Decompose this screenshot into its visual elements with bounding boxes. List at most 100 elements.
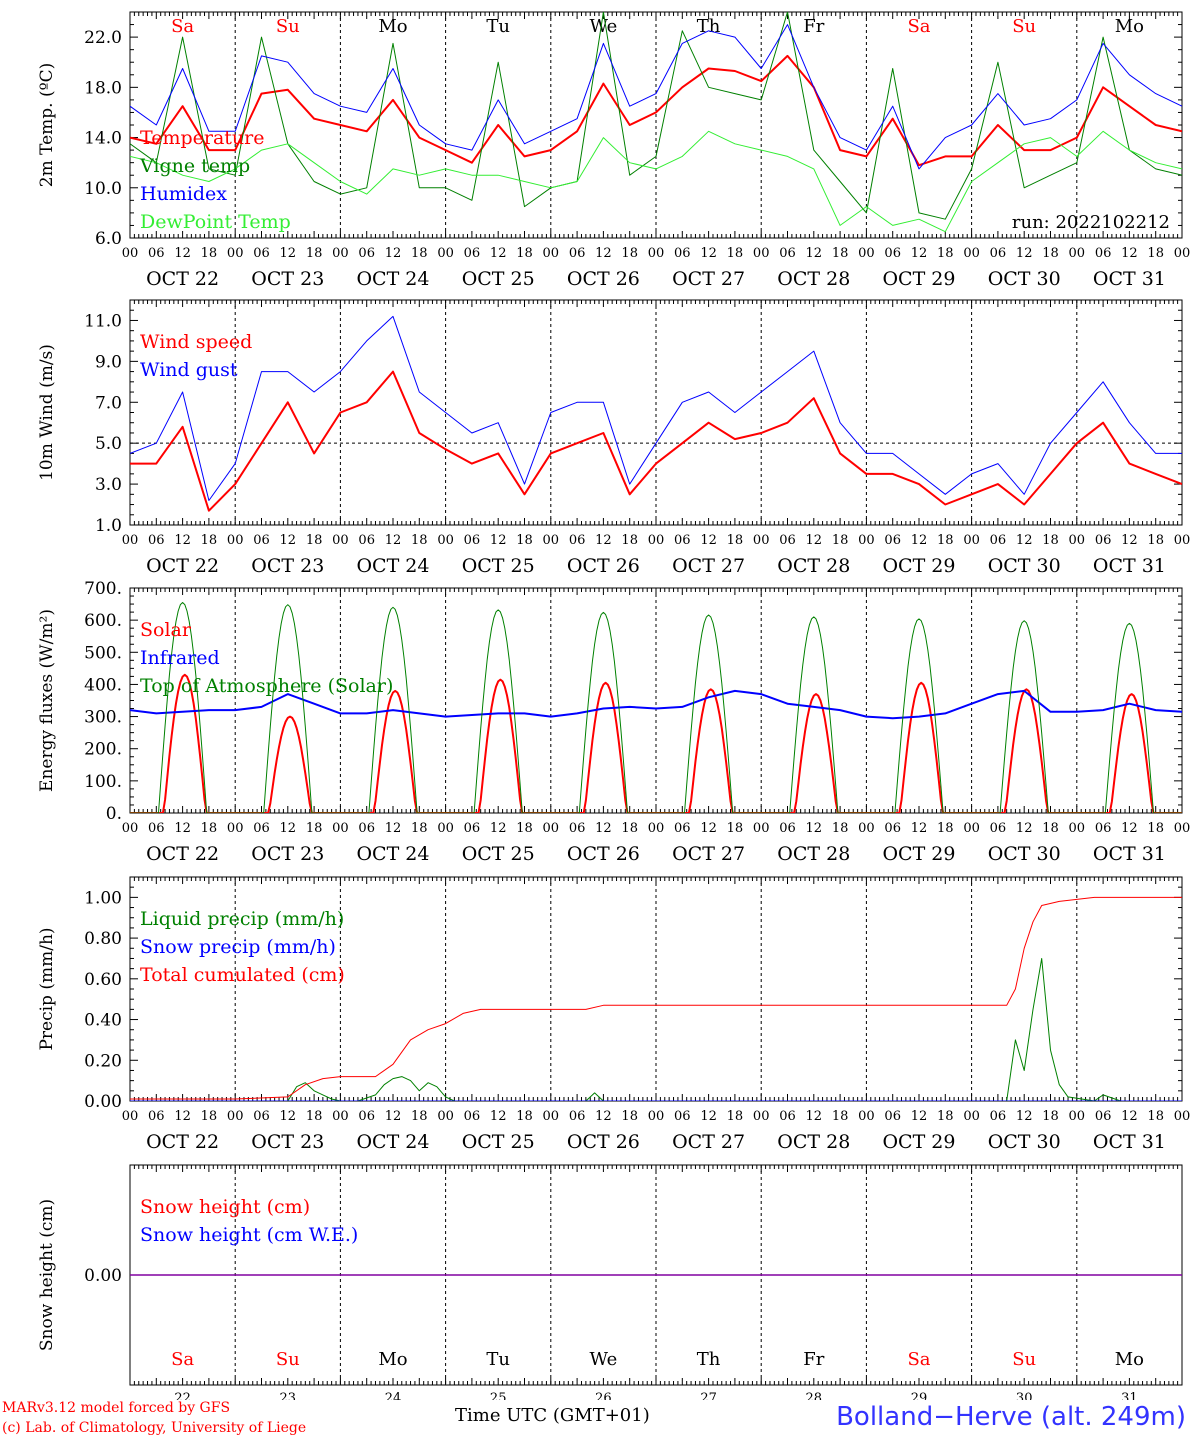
hour-label: 12 bbox=[174, 533, 191, 548]
hour-label: 06 bbox=[148, 533, 165, 548]
hour-label: 18 bbox=[306, 1109, 323, 1124]
legend-entry: Top of Atmosphere (Solar) bbox=[140, 675, 393, 697]
day-name: Mo bbox=[378, 16, 407, 37]
hour-label: 12 bbox=[806, 533, 823, 548]
date-label: OCT 27 bbox=[672, 843, 745, 865]
hour-label: 06 bbox=[674, 246, 691, 261]
day-number: 25 bbox=[490, 1391, 507, 1400]
hour-label: 18 bbox=[727, 246, 744, 261]
date-label: OCT 23 bbox=[251, 555, 324, 577]
day-name: Sa bbox=[171, 16, 194, 37]
hour-label: 12 bbox=[280, 533, 297, 548]
hour-label: 18 bbox=[832, 1109, 849, 1124]
date-label: OCT 27 bbox=[672, 555, 745, 577]
model-credit: MARv3.12 model forced by GFS bbox=[2, 1400, 231, 1416]
meteogram-svg: 6.0 10.0 14.0 18.0 22.0 2m Temp. (ºC) 00 06 12 18… bbox=[37, 11, 1191, 1406]
date-label: OCT 29 bbox=[882, 268, 955, 290]
date-label: OCT 25 bbox=[462, 555, 535, 577]
hour-label: 18 bbox=[516, 246, 533, 261]
hour-label: 00 bbox=[543, 1109, 560, 1124]
hour-label: 00 bbox=[1174, 821, 1191, 836]
hour-label: 06 bbox=[674, 533, 691, 548]
hour-label: 12 bbox=[1121, 1109, 1138, 1124]
day-name: Mo bbox=[378, 1349, 407, 1370]
legend-entry: Snow height (cm W.E.) bbox=[140, 1224, 358, 1246]
y-tick-label: 10.0 bbox=[84, 179, 122, 199]
hour-label: 18 bbox=[1042, 533, 1059, 548]
hour-label: 12 bbox=[595, 246, 612, 261]
hour-label: 12 bbox=[385, 1109, 402, 1124]
date-label: OCT 27 bbox=[672, 268, 745, 290]
hour-label: 18 bbox=[516, 533, 533, 548]
hour-label: 06 bbox=[674, 1109, 691, 1124]
day-name: Tu bbox=[486, 1349, 510, 1370]
date-label: OCT 26 bbox=[567, 268, 640, 290]
hour-label: 00 bbox=[963, 246, 980, 261]
day-name: We bbox=[590, 1349, 618, 1370]
hour-label: 06 bbox=[990, 1109, 1007, 1124]
station-name: Bolland−Herve (alt. 249m) bbox=[836, 1402, 1186, 1432]
hour-label: 12 bbox=[1121, 821, 1138, 836]
y-tick-label: 0.00 bbox=[84, 1266, 122, 1286]
hour-label: 18 bbox=[937, 533, 954, 548]
date-label: OCT 22 bbox=[146, 268, 219, 290]
hour-label: 06 bbox=[884, 246, 901, 261]
hour-label: 18 bbox=[621, 533, 638, 548]
day-number: 26 bbox=[595, 1391, 612, 1400]
hour-label: 12 bbox=[385, 821, 402, 836]
hour-label: 00 bbox=[332, 533, 349, 548]
y-tick-label: 0.80 bbox=[84, 929, 122, 949]
day-name: Fr bbox=[803, 16, 824, 37]
y-tick-label: 700. bbox=[84, 579, 122, 599]
hour-label: 12 bbox=[700, 821, 717, 836]
y-tick-label: 600. bbox=[84, 611, 122, 631]
hour-label: 18 bbox=[201, 533, 218, 548]
day-number: 29 bbox=[911, 1391, 928, 1400]
date-label: OCT 24 bbox=[356, 1131, 429, 1153]
date-label: OCT 29 bbox=[882, 843, 955, 865]
hour-label: 12 bbox=[1121, 246, 1138, 261]
hour-label: 06 bbox=[1095, 821, 1112, 836]
hour-label: 00 bbox=[1069, 533, 1086, 548]
hour-label: 12 bbox=[700, 246, 717, 261]
hour-label: 12 bbox=[490, 1109, 507, 1124]
hour-label: 06 bbox=[1095, 246, 1112, 261]
hour-label: 18 bbox=[1042, 821, 1059, 836]
hour-label: 18 bbox=[516, 1109, 533, 1124]
hour-label: 12 bbox=[806, 821, 823, 836]
date-label: OCT 22 bbox=[146, 843, 219, 865]
hour-label: 06 bbox=[990, 246, 1007, 261]
date-label: OCT 31 bbox=[1093, 555, 1166, 577]
date-label: OCT 30 bbox=[988, 843, 1061, 865]
y-tick-label: 100. bbox=[84, 772, 122, 792]
hour-label: 06 bbox=[253, 246, 270, 261]
day-name: Su bbox=[1012, 1349, 1036, 1370]
hour-label: 00 bbox=[1174, 246, 1191, 261]
hour-label: 06 bbox=[779, 246, 796, 261]
hour-label: 12 bbox=[174, 246, 191, 261]
hour-label: 06 bbox=[779, 533, 796, 548]
hour-label: 00 bbox=[648, 533, 665, 548]
date-label: OCT 31 bbox=[1093, 1131, 1166, 1153]
hour-label: 06 bbox=[1095, 533, 1112, 548]
day-number: 28 bbox=[806, 1391, 823, 1400]
series-line-liquid-precip-mm-h bbox=[130, 958, 1182, 1101]
date-label: OCT 30 bbox=[988, 268, 1061, 290]
series-line-solar bbox=[130, 673, 1182, 813]
legend-entry: Vigne temp bbox=[139, 155, 250, 177]
y-axis-label: 10m Wind (m/s) bbox=[37, 344, 57, 481]
legend-entry: Total cumulated (cm) bbox=[140, 964, 345, 986]
y-tick-label: 0.60 bbox=[84, 970, 122, 990]
hour-label: 18 bbox=[937, 246, 954, 261]
copyright-credit: (c) Lab. of Climatology, University of L… bbox=[2, 1420, 307, 1436]
panel-frame-2 bbox=[129, 299, 1183, 526]
y-axis-label: Energy fluxes (W/m²) bbox=[37, 609, 57, 792]
hour-label: 00 bbox=[122, 821, 139, 836]
hour-label: 00 bbox=[1069, 246, 1086, 261]
y-tick-label: 0.40 bbox=[84, 1011, 122, 1031]
hour-label: 00 bbox=[648, 246, 665, 261]
hour-label: 18 bbox=[516, 821, 533, 836]
y-tick-label: 11.0 bbox=[84, 311, 122, 331]
hour-label: 06 bbox=[253, 1109, 270, 1124]
y-tick-label: 1.00 bbox=[84, 888, 122, 908]
